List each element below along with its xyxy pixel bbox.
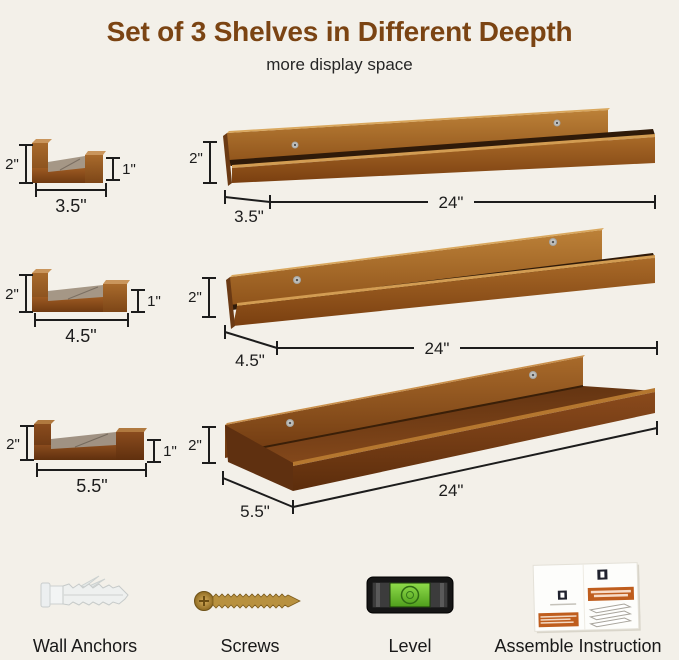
screw-icon: [194, 591, 301, 611]
page-subtitle: more display space: [266, 55, 413, 74]
dimension-label-height: 2": [188, 437, 202, 454]
dimension-lines: [19, 274, 145, 327]
dimension-label-depth: 3.5": [55, 196, 86, 216]
section-front-lip: [85, 155, 103, 183]
shelf-photo-3: 2" 24" 5.5": [188, 355, 658, 521]
dimension-lines: [19, 144, 120, 197]
wall-anchor-icon: [40, 575, 129, 608]
dimension-label-height: 2": [6, 436, 20, 453]
shelf-front-lip: [233, 258, 655, 326]
section-tray-floor: [48, 285, 103, 301]
section-front-lip: [116, 432, 144, 460]
dimension-lines: [202, 277, 658, 355]
cross-section-diagram-1: 2" 1" 3.5": [5, 139, 136, 216]
dimension-label-height: 2": [188, 289, 202, 306]
shelf-back-panel: [230, 230, 602, 310]
dimension-label-depth: 3.5": [234, 207, 264, 226]
dimension-label-depth: 5.5": [76, 476, 107, 496]
dimension-label-depth: 5.5": [240, 502, 270, 521]
dimension-lines: [202, 421, 658, 514]
section-tray-floor: [48, 156, 85, 172]
accessory-label-screws: Screws: [220, 636, 280, 656]
shelf-tray-shadow: [229, 129, 655, 166]
page-title: Set of 3 Shelves in Different Deepth: [106, 16, 573, 47]
cross-section-diagram-3: 2" 1" 5.5": [6, 420, 177, 496]
cross-section-diagram-2: 2" 1" 4.5": [5, 269, 161, 346]
dimension-label-length: 24": [439, 481, 464, 500]
dimension-label-lip: 1": [122, 161, 136, 178]
dimension-label-depth: 4.5": [65, 326, 96, 346]
shelf-front-lip: [293, 392, 655, 491]
shelf-tray-floor: [228, 386, 655, 465]
dimension-label-depth: 4.5": [235, 351, 265, 370]
dimension-lines: [20, 425, 161, 477]
accessory-label-wall-anchors: Wall Anchors: [32, 636, 138, 656]
shelf-photo-1: 2" 24" 3.5": [189, 108, 656, 226]
accessory-label-assemble-instruction: Assemble Instruction: [494, 636, 662, 656]
dimension-label-length: 24": [439, 193, 464, 212]
shelf-photo-2: 2" 24" 4.5": [188, 228, 658, 370]
accessory-label-level: Level: [388, 636, 432, 656]
dimension-label-length: 24": [425, 339, 450, 358]
section-front-lip: [103, 284, 127, 312]
shelf-front-lip: [232, 137, 655, 183]
section-tray-floor: [51, 432, 116, 449]
dimension-label-height: 2": [5, 286, 19, 303]
dimension-label-height: 2": [189, 150, 203, 167]
dimension-label-lip: 1": [163, 443, 177, 460]
instruction-booklet-icon: [532, 562, 641, 634]
dimension-label-height: 2": [5, 156, 19, 173]
header: Set of 3 Shelves in Different Deepth mor…: [0, 16, 679, 75]
shelf-back-panel: [227, 110, 608, 166]
level-bubble: [400, 585, 420, 605]
shelf-back-panel: [225, 357, 583, 458]
dimension-label-lip: 1": [147, 293, 161, 310]
level-icon: [366, 576, 454, 614]
